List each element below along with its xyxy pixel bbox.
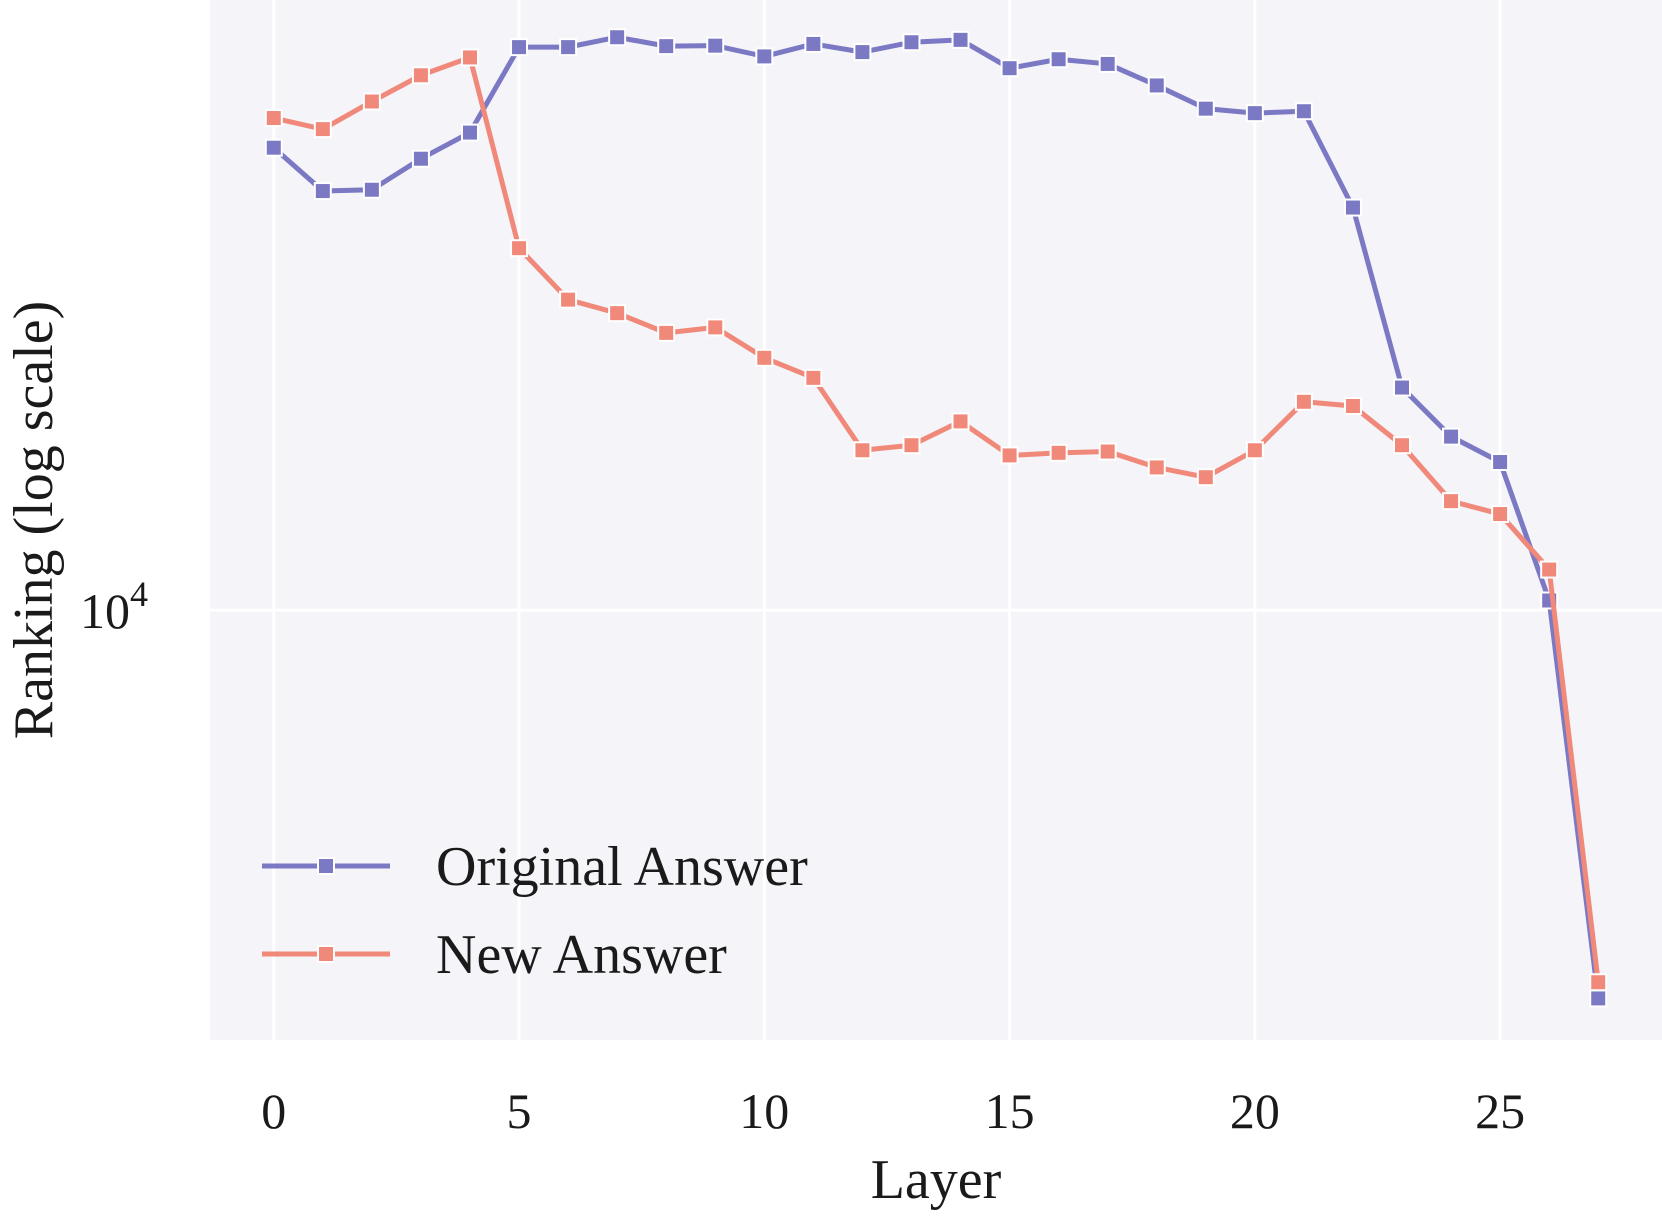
series-1: [264, 28, 1608, 1008]
data-point: [1393, 436, 1412, 455]
data-point: [1147, 458, 1166, 477]
data-point: [608, 304, 627, 323]
data-point: [755, 47, 774, 66]
data-point: [1442, 427, 1461, 446]
x-tick-label: 5: [507, 1083, 532, 1139]
data-point: [1540, 560, 1559, 579]
data-point: [510, 38, 529, 57]
legend-item: New Answer: [262, 924, 727, 986]
data-point: [1294, 392, 1313, 411]
series-line: [271, 34, 1601, 1001]
legend-label: Original Answer: [436, 836, 808, 898]
legend-marker: [317, 857, 335, 875]
data-point: [1294, 102, 1313, 121]
x-tick-label: 25: [1475, 1083, 1525, 1139]
legend-item: Original Answer: [262, 836, 808, 898]
x-tick-label: 0: [261, 1083, 286, 1139]
data-point: [1491, 505, 1510, 524]
data-point: [264, 138, 283, 157]
data-point: [608, 28, 627, 47]
legend-label: New Answer: [436, 924, 727, 986]
data-point: [264, 109, 283, 128]
y-axis-ticks: 104: [80, 574, 148, 639]
data-point: [313, 182, 332, 201]
data-point: [657, 37, 676, 56]
data-point: [951, 412, 970, 431]
data-point: [1196, 468, 1215, 487]
data-point: [460, 48, 479, 67]
data-point: [1098, 54, 1117, 73]
data-point: [1343, 397, 1362, 416]
data-point: [1393, 378, 1412, 397]
data-point: [853, 441, 872, 460]
plot-area: [210, 0, 1662, 1040]
data-point: [1049, 443, 1068, 462]
y-tick-label: 104: [80, 574, 148, 639]
data-point: [411, 149, 430, 168]
data-point: [706, 36, 725, 55]
data-point: [411, 66, 430, 85]
data-point: [362, 180, 381, 199]
data-point: [1196, 99, 1215, 118]
data-point: [804, 368, 823, 387]
series-2: [264, 48, 1608, 992]
data-point: [559, 38, 578, 57]
data-point: [1442, 492, 1461, 511]
x-axis-label: Layer: [871, 1149, 1002, 1211]
data-point: [1049, 50, 1068, 69]
y-axis-label: Ranking (log scale): [3, 301, 65, 740]
data-point: [313, 120, 332, 139]
data-point: [1245, 104, 1264, 123]
data-point: [460, 123, 479, 142]
data-point: [902, 33, 921, 52]
data-point: [1491, 453, 1510, 472]
data-point: [657, 323, 676, 342]
series-line: [271, 54, 1601, 985]
data-point: [362, 92, 381, 111]
data-point: [1245, 441, 1264, 460]
legend-marker: [317, 945, 335, 963]
data-point: [902, 436, 921, 455]
data-point: [1343, 198, 1362, 217]
x-tick-label: 15: [985, 1083, 1035, 1139]
data-point: [559, 290, 578, 309]
legend: Original Answer New Answer: [262, 836, 808, 986]
x-tick-label: 20: [1230, 1083, 1280, 1139]
data-point: [755, 348, 774, 367]
data-point: [853, 43, 872, 62]
data-point: [1000, 446, 1019, 465]
series-layer: [264, 28, 1608, 1008]
data-point: [706, 318, 725, 337]
data-point: [510, 239, 529, 258]
x-tick-label: 10: [739, 1083, 789, 1139]
data-point: [1000, 59, 1019, 78]
data-point: [1589, 973, 1608, 992]
x-axis-ticks: 0 5 10 15 20 25: [261, 1083, 1525, 1139]
data-point: [1098, 442, 1117, 461]
data-point: [804, 34, 823, 53]
data-point: [951, 30, 970, 49]
data-point: [1589, 989, 1608, 1008]
data-point: [1147, 76, 1166, 95]
